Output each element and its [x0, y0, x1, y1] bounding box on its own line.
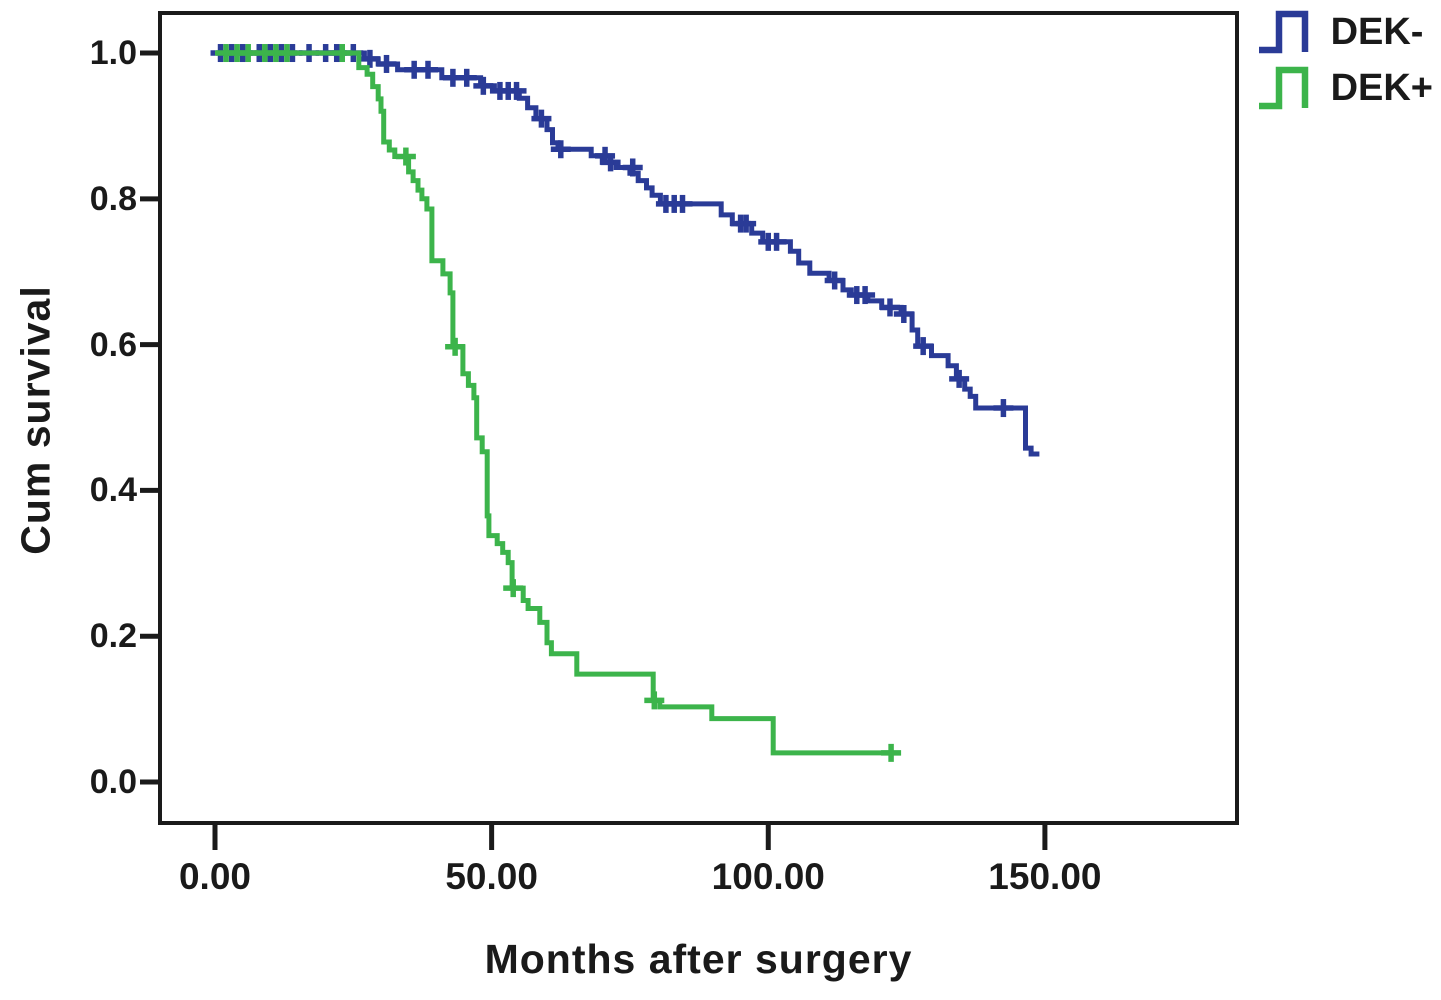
legend-item-dek-positive: DEK+ — [1257, 62, 1433, 114]
survival-curve-dek — [215, 50, 893, 756]
x-tick-label: 100.00 — [711, 856, 825, 897]
y-tick-label: 0.8 — [89, 179, 137, 218]
y-tick-label: 0.0 — [89, 763, 137, 802]
x-tick-label: 50.00 — [445, 856, 538, 897]
survival-curve-dek — [215, 50, 1040, 457]
y-tick-label: 1.0 — [89, 34, 137, 73]
y-tick-label: 0.6 — [89, 325, 137, 364]
step-curve-icon — [1258, 10, 1308, 54]
legend-item-dek-negative: DEK- — [1257, 6, 1433, 58]
step-curve-icon — [1258, 66, 1308, 110]
x-tick-label: 0.00 — [178, 856, 251, 897]
legend: DEK- DEK+ — [1257, 6, 1433, 114]
y-tick-label: 0.4 — [89, 471, 137, 510]
x-axis-title: Months after surgery — [484, 936, 913, 982]
y-tick-label: 0.2 — [89, 617, 137, 656]
legend-label-dek-negative: DEK- — [1330, 11, 1424, 53]
x-tick-label: 150.00 — [988, 856, 1102, 897]
plot-border — [158, 11, 1239, 825]
legend-label-dek-positive: DEK+ — [1330, 67, 1433, 109]
